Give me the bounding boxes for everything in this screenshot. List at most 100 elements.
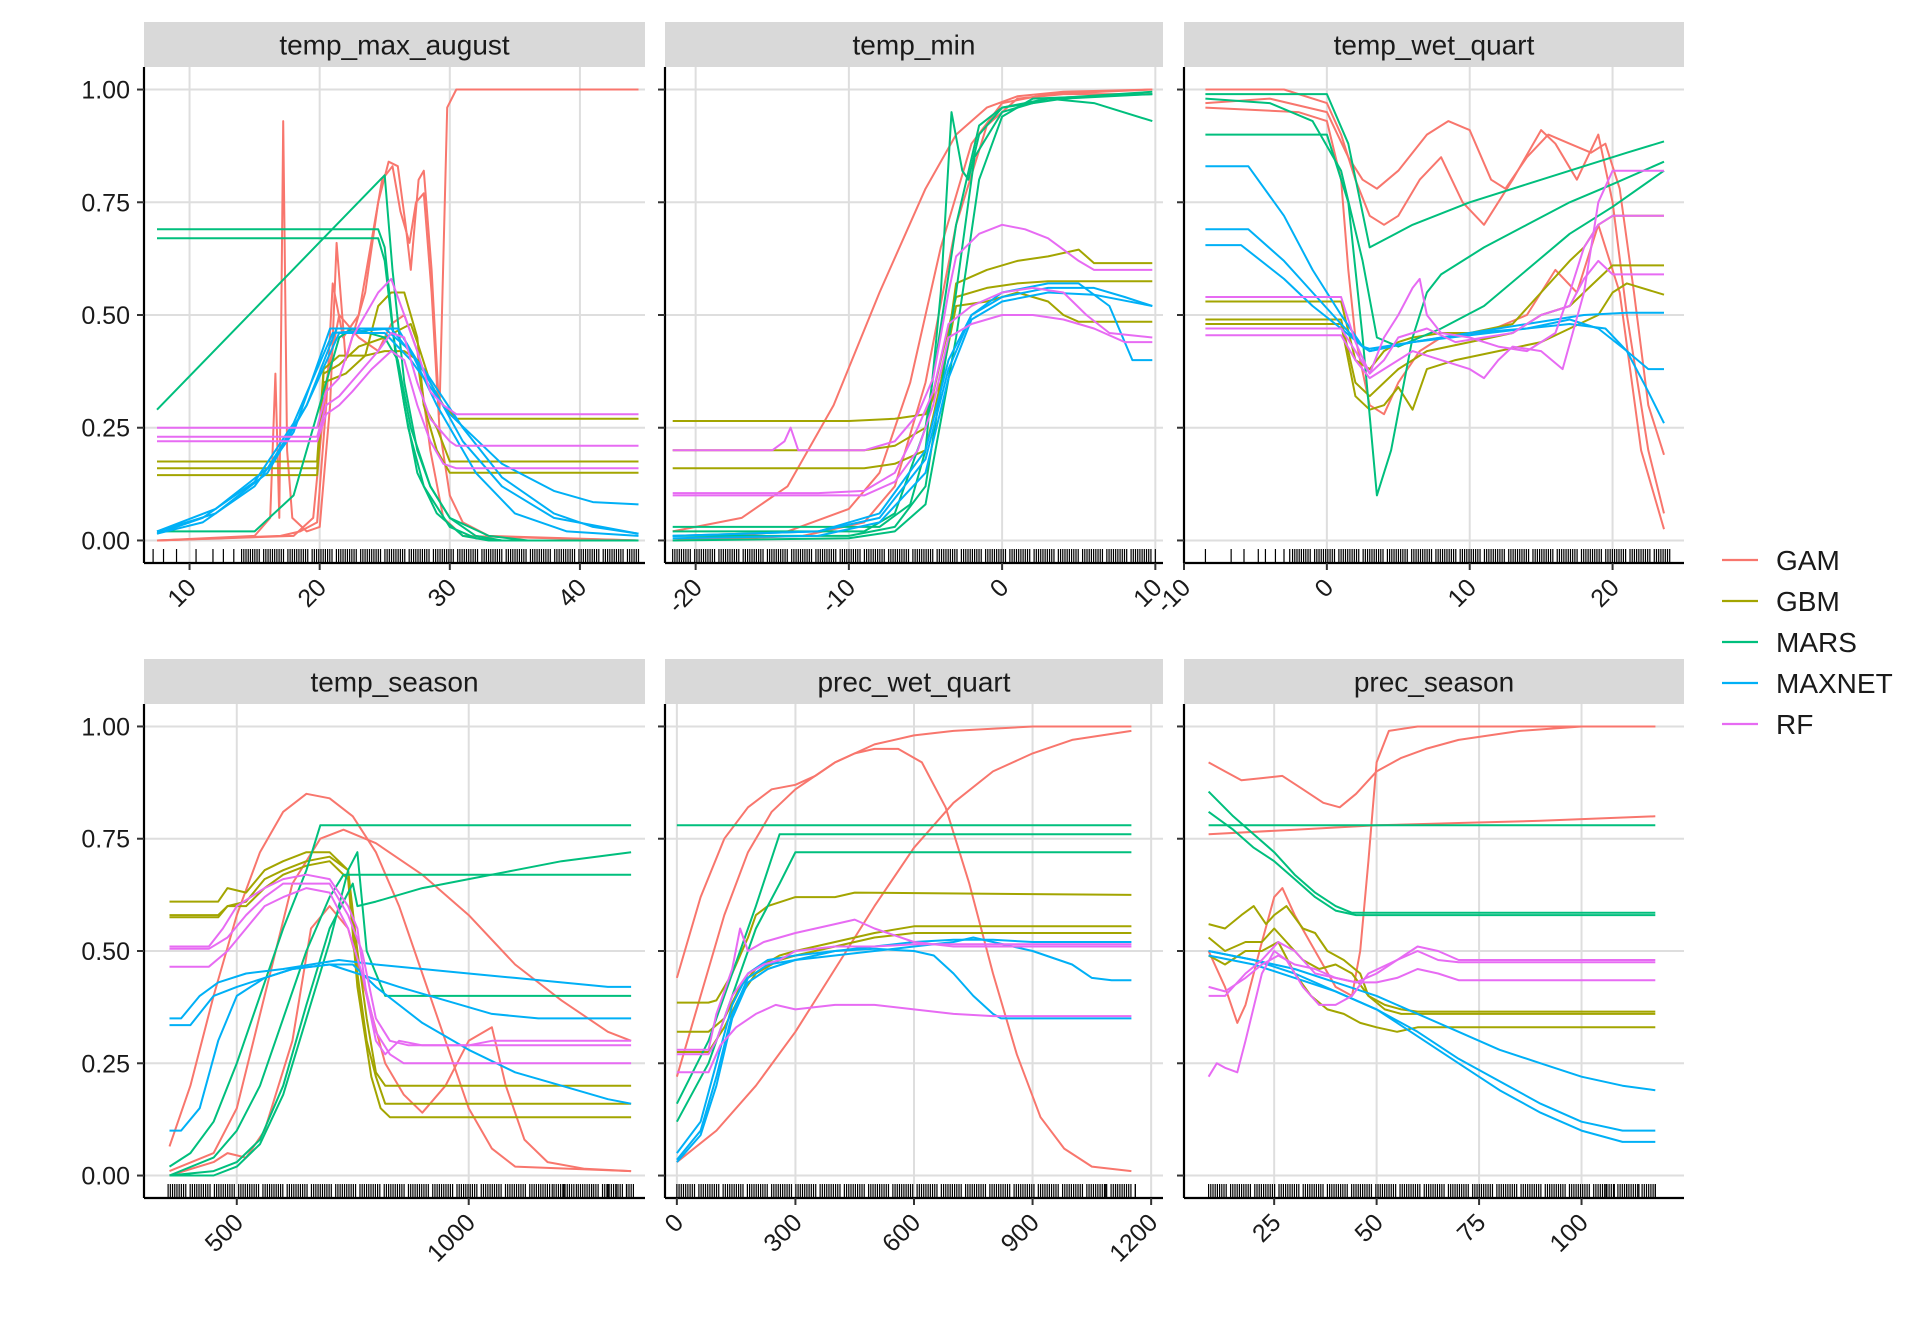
- x-tick-label: 10: [162, 573, 201, 612]
- legend-label: MARS: [1776, 627, 1857, 658]
- series-rf: [157, 332, 639, 447]
- series-gbm: [1205, 214, 1664, 371]
- series-maxnet: [672, 286, 1153, 537]
- series-lines: [675, 725, 1132, 1173]
- panel-title: temp_wet_quart: [1334, 30, 1535, 61]
- x-tick-label: 0: [659, 1208, 689, 1238]
- legend-item: GAM: [1722, 545, 1840, 576]
- y-tick-label: 0.75: [81, 826, 130, 854]
- series-gbm: [169, 860, 632, 1119]
- chart-panels: temp_max_august 0.00 0.25 0.50 0.75 1.00 10 20 3…: [81, 22, 1684, 1268]
- series-rf: [157, 277, 639, 429]
- series-mars: [169, 873, 632, 1177]
- series-rf: [672, 286, 1153, 495]
- series-lines: [672, 88, 1153, 542]
- panel-title: temp_season: [310, 667, 478, 698]
- series-gam: [1205, 97, 1665, 456]
- series-mars: [1205, 97, 1665, 348]
- x-tick-label: -10: [1151, 573, 1196, 618]
- panel-strip: [665, 22, 1163, 67]
- x-tick-label: 10: [1442, 573, 1481, 612]
- series-mars: [157, 327, 639, 542]
- series-gam: [1208, 815, 1656, 836]
- series-mars: [168, 824, 632, 1168]
- series-maxnet: [676, 947, 1132, 1154]
- series-mars: [676, 851, 1132, 1123]
- x-tick-label: 30: [423, 573, 462, 612]
- series-maxnet: [1205, 228, 1664, 371]
- series-mars: [1205, 93, 1665, 249]
- series-gam: [1207, 725, 1656, 1024]
- panel-temp_wet_quart: temp_wet_quart -10 0 10 20: [1151, 22, 1684, 619]
- legend-item: RF: [1722, 709, 1813, 740]
- panel-strip: [665, 659, 1163, 704]
- gridlines: [144, 704, 645, 1198]
- x-tick-label: 600: [877, 1208, 926, 1257]
- series-maxnet: [1208, 950, 1656, 1143]
- series-gbm: [1205, 264, 1664, 398]
- y-tick-label: 0.50: [81, 302, 130, 330]
- rug-marks: [672, 549, 1156, 563]
- series-gbm: [169, 855, 632, 1105]
- x-tick-label: 100: [1544, 1208, 1593, 1257]
- series-gam: [675, 725, 1132, 1077]
- panel-strip: [1184, 22, 1684, 67]
- series-maxnet: [672, 282, 1153, 537]
- panel-title: prec_season: [1354, 667, 1514, 698]
- legend-label: GBM: [1776, 586, 1840, 617]
- series-maxnet: [672, 291, 1153, 540]
- series-rf: [157, 350, 639, 470]
- series-maxnet: [1205, 244, 1665, 424]
- series-rf: [1205, 259, 1664, 375]
- x-tick-label: 40: [553, 573, 592, 612]
- y-tick-label: 0.75: [81, 189, 130, 217]
- legend-item: MARS: [1722, 627, 1857, 658]
- series-gam: [675, 747, 1132, 1173]
- panel-strip: [1184, 659, 1684, 704]
- series-rf: [1205, 169, 1664, 380]
- series-maxnet: [156, 327, 639, 535]
- panel-prec_wet_quart: prec_wet_quart 0 300 600 900 1200: [658, 659, 1163, 1268]
- x-tick-label: 50: [1349, 1208, 1388, 1247]
- series-maxnet: [1208, 954, 1656, 1132]
- panel-temp_season: temp_season 0.00 0.25 0.50 0.75 1.00 500 1000: [81, 659, 645, 1268]
- legend-label: GAM: [1776, 545, 1840, 576]
- x-tick-label: 1200: [1104, 1208, 1163, 1267]
- legend-label: RF: [1776, 709, 1813, 740]
- series-gam: [1208, 725, 1656, 809]
- series-rf: [169, 873, 632, 1056]
- y-tick-label: 0.00: [81, 1163, 130, 1191]
- series-rf: [676, 918, 1132, 1051]
- series-rf: [672, 223, 1153, 452]
- series-gam: [169, 828, 632, 1173]
- series-rf: [676, 1003, 1132, 1074]
- x-tick-label: 25: [1247, 1208, 1286, 1247]
- series-gam: [672, 93, 1153, 542]
- x-tick-label: 0: [985, 573, 1015, 603]
- series-maxnet: [169, 963, 632, 1132]
- x-tick-label: 20: [1585, 573, 1624, 612]
- panel-temp_min: temp_min-20 -10 0 10: [658, 22, 1168, 619]
- series-lines: [156, 88, 639, 542]
- series-rf: [169, 887, 632, 1065]
- series-maxnet: [676, 936, 1132, 1161]
- series-mars: [672, 93, 1153, 533]
- y-tick-label: 0.25: [81, 415, 130, 443]
- series-mars: [672, 90, 1153, 537]
- panel-prec_season: prec_season 25 50 75 100: [1177, 659, 1684, 1258]
- legend-label: MAXNET: [1776, 668, 1893, 699]
- legend-item: MAXNET: [1722, 668, 1893, 699]
- series-gbm: [1208, 905, 1656, 1013]
- series-rf: [1207, 950, 1656, 1078]
- series-gbm: [672, 291, 1153, 470]
- gridlines: [1183, 67, 1684, 563]
- series-lines: [168, 792, 632, 1177]
- y-tick-label: 0.50: [81, 938, 130, 966]
- x-tick-label: 900: [996, 1208, 1045, 1257]
- panel-temp_max_august: temp_max_august 0.00 0.25 0.50 0.75 1.00 10 20 3…: [81, 22, 645, 613]
- series-mars: [157, 237, 639, 542]
- gridlines: [144, 67, 645, 563]
- series-mars: [169, 851, 632, 1177]
- series-gbm: [169, 851, 632, 1087]
- x-tick-label: -10: [816, 573, 861, 618]
